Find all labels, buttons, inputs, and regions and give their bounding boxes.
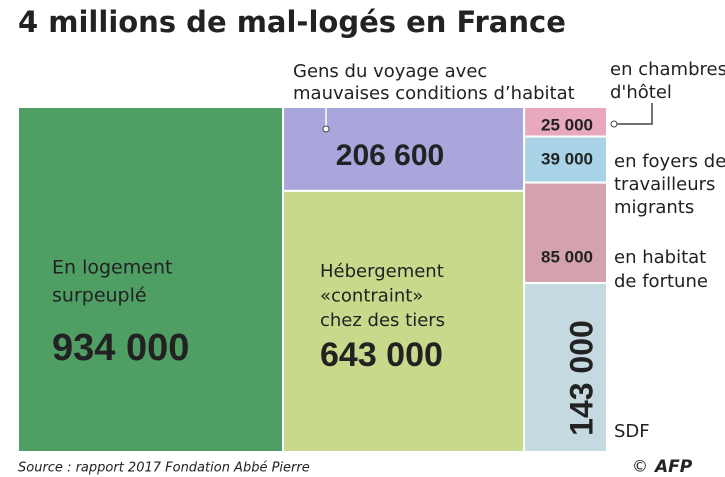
tile-label: en foyers de <box>614 151 725 172</box>
value-label: 643 000 <box>320 336 443 374</box>
tile-label: travailleurs <box>614 174 715 195</box>
leader-dot <box>322 125 330 133</box>
tile-label: Hébergement <box>320 261 444 282</box>
leader <box>616 103 653 125</box>
tile <box>17 106 285 453</box>
tile <box>282 106 526 192</box>
tile-label: mauvaises conditions d’habitat <box>293 83 575 104</box>
value-label: 143 000 <box>563 320 599 436</box>
value-label: 85 000 <box>541 247 593 266</box>
tile <box>523 181 609 285</box>
tile-label: en chambres <box>610 59 725 80</box>
leader-dot <box>610 120 618 128</box>
tile-label: d'hôtel <box>610 82 672 103</box>
tile-label: SDF <box>614 421 650 442</box>
tile-label: migrants <box>614 197 694 218</box>
tile-label: en habitat <box>614 247 706 268</box>
tile-label: de fortune <box>614 271 708 292</box>
source: Source : rapport 2017 Fondation Abbé Pie… <box>18 461 310 476</box>
copyright: © <box>632 457 648 476</box>
tile <box>523 135 609 184</box>
value-label: 934 000 <box>52 327 189 369</box>
tile <box>523 282 609 453</box>
tile-label: surpeuplé <box>52 285 147 307</box>
tile-label: Gens du voyage avec <box>293 61 487 82</box>
value-label: 39 000 <box>541 149 593 168</box>
tile <box>282 189 526 453</box>
tile-label: «contraint» <box>320 286 423 307</box>
tile-label: En logement <box>52 257 172 279</box>
tile-label: chez des tiers <box>320 310 445 331</box>
chart-title: 4 millions de mal-logés en France <box>18 5 566 39</box>
credit: AFP <box>653 457 693 477</box>
value-label: 25 000 <box>541 115 593 134</box>
value-label: 206 600 <box>336 139 444 172</box>
